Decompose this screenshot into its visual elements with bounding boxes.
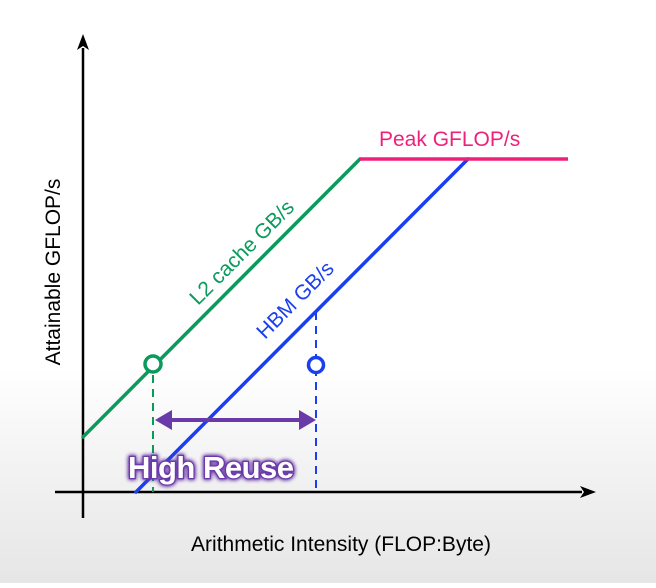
peak-line-label: Peak GFLOP/s <box>379 128 520 151</box>
l2-bandwidth-line <box>81 157 362 439</box>
reuse-double-arrow <box>155 410 316 430</box>
x-axis-arrow-icon <box>580 486 596 498</box>
l2-point-marker <box>143 354 163 374</box>
y-axis-title: Attainable GFLOP/s <box>42 179 65 366</box>
y-axis-arrow-icon <box>77 34 89 50</box>
y-axis <box>77 34 89 518</box>
hbm-point-marker <box>306 355 326 375</box>
high-reuse-label: High Reuse <box>128 450 294 485</box>
hbm-bandwidth-line <box>134 157 470 494</box>
l2-line-label: L2 cache GB/s <box>185 196 299 310</box>
x-axis <box>55 486 596 498</box>
x-axis-title: Arithmetic Intensity (FLOP:Byte) <box>191 533 491 556</box>
